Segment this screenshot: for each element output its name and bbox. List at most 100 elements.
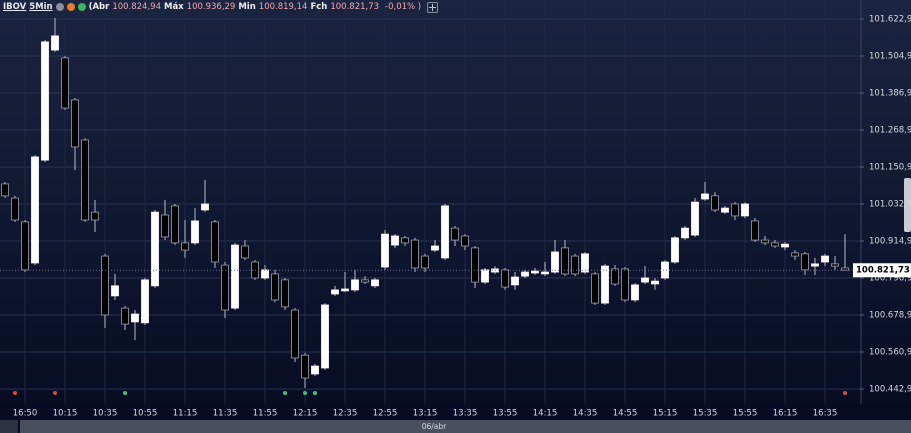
- candle-body: [351, 279, 359, 291]
- candle-body: [141, 279, 149, 324]
- candle-body: [121, 307, 129, 325]
- x-tick-label: 10:55: [133, 409, 158, 419]
- candle-body: [721, 207, 729, 213]
- icon[interactable]: [55, 3, 64, 11]
- stat-label: (Abr: [88, 2, 110, 12]
- candle-body: [231, 244, 239, 309]
- x-tick-label: 16:15: [773, 409, 798, 419]
- y-tick-label: 101.150,96: [869, 163, 911, 173]
- x-tick-label: 14:55: [613, 409, 638, 419]
- x-tick-label: 12:35: [333, 409, 358, 419]
- candle-body: [131, 313, 139, 323]
- candle-body: [841, 267, 849, 271]
- x-tick-label: 11:55: [253, 409, 278, 419]
- symbol[interactable]: IBOV: [3, 2, 27, 12]
- x-tick-label: 11:15: [173, 409, 198, 419]
- candle-body: [831, 263, 839, 267]
- x-tick-label: 12:15: [293, 409, 318, 419]
- icon[interactable]: [66, 3, 75, 11]
- change: -0,01% ): [385, 2, 422, 12]
- candle-body: [381, 233, 389, 268]
- signal-dot: [123, 391, 127, 395]
- candle-body: [51, 35, 59, 51]
- candle-body: [761, 239, 769, 244]
- x-tick-label: 13:55: [493, 409, 518, 419]
- scrollbar[interactable]: [20, 420, 911, 433]
- last-price-label: 100.821,73: [856, 266, 910, 276]
- candle-body: [221, 264, 229, 311]
- x-tick-label: 16:35: [813, 409, 838, 419]
- candle-body: [791, 252, 799, 257]
- stat-value: 100.819,14: [258, 2, 308, 12]
- interval[interactable]: 5Min: [29, 2, 53, 12]
- candle-body: [151, 211, 159, 287]
- candle-body: [751, 220, 759, 241]
- candle-body: [371, 279, 379, 287]
- y-tick-label: 101.622,96: [869, 15, 911, 25]
- candle-body: [621, 268, 629, 301]
- icon[interactable]: [77, 3, 86, 11]
- y-tick-label: 101.504,96: [869, 52, 911, 62]
- stats: (Abr 100.824,94 Máx 100.936,29 Min 100.819,14…: [89, 1, 382, 13]
- candle-body: [61, 57, 69, 109]
- candle-body: [391, 235, 399, 246]
- candle-body: [531, 270, 539, 274]
- candle-body: [71, 99, 79, 148]
- candle-body: [41, 41, 49, 161]
- x-tick-label: 11:35: [213, 409, 238, 419]
- candle-body: [741, 203, 749, 217]
- candle-body: [671, 237, 679, 263]
- candle-body: [191, 220, 199, 244]
- signal-dot: [13, 391, 17, 395]
- x-tick-label: 10:35: [93, 409, 118, 419]
- candle-body: [451, 227, 459, 241]
- x-tick-label: 14:35: [573, 409, 598, 419]
- candle-body: [421, 255, 429, 269]
- candle-body: [271, 273, 279, 301]
- candle-body: [521, 271, 529, 277]
- candle-body: [331, 289, 339, 295]
- candle-body: [211, 221, 219, 263]
- candle-body: [481, 269, 489, 283]
- y-tick-label: 100.442,96: [869, 385, 911, 395]
- stat-value: 100.824,94: [112, 2, 161, 12]
- signal-dot: [313, 391, 317, 395]
- candle-body: [551, 251, 559, 273]
- x-tick-label: 12:55: [373, 409, 398, 419]
- stat-label: Min: [238, 2, 256, 12]
- candle-body: [161, 214, 169, 238]
- candle-body: [171, 205, 179, 244]
- stat-label: Fch: [310, 2, 328, 12]
- date-label: 06/abr: [422, 422, 447, 431]
- x-tick-label: 13:35: [453, 409, 478, 419]
- candle-body: [591, 273, 599, 304]
- candle-body: [461, 235, 469, 247]
- add-button[interactable]: [427, 1, 439, 13]
- candle-body: [91, 211, 99, 221]
- candle-body: [201, 203, 209, 211]
- y-tick-label: 101.268,96: [869, 126, 911, 136]
- candle-body: [631, 284, 639, 301]
- y-tick-label: 100.914,96: [869, 237, 911, 247]
- stat-value: 100.821,73: [330, 2, 380, 12]
- scroll-handle[interactable]: [904, 178, 911, 232]
- scroll-left[interactable]: [0, 420, 18, 433]
- stat-value: 100.936,29: [186, 2, 236, 12]
- x-tick-label: 13:15: [413, 409, 438, 419]
- candle-body: [341, 288, 349, 292]
- candle-body: [511, 276, 519, 286]
- candle-body: [411, 239, 419, 269]
- last-price-tag: [853, 263, 911, 278]
- candle-body: [281, 279, 289, 308]
- candle-body: [711, 195, 719, 211]
- legend-header: IBOV 5Min (Abr 100.824,94 Máx 100.936,29 Min…: [3, 1, 439, 13]
- candle-body: [541, 271, 549, 275]
- candle-body: [431, 245, 439, 251]
- candle-body: [701, 193, 709, 200]
- candle-body: [581, 253, 589, 273]
- y-tick-label: 101.386,96: [869, 89, 911, 99]
- candle-body: [811, 263, 819, 267]
